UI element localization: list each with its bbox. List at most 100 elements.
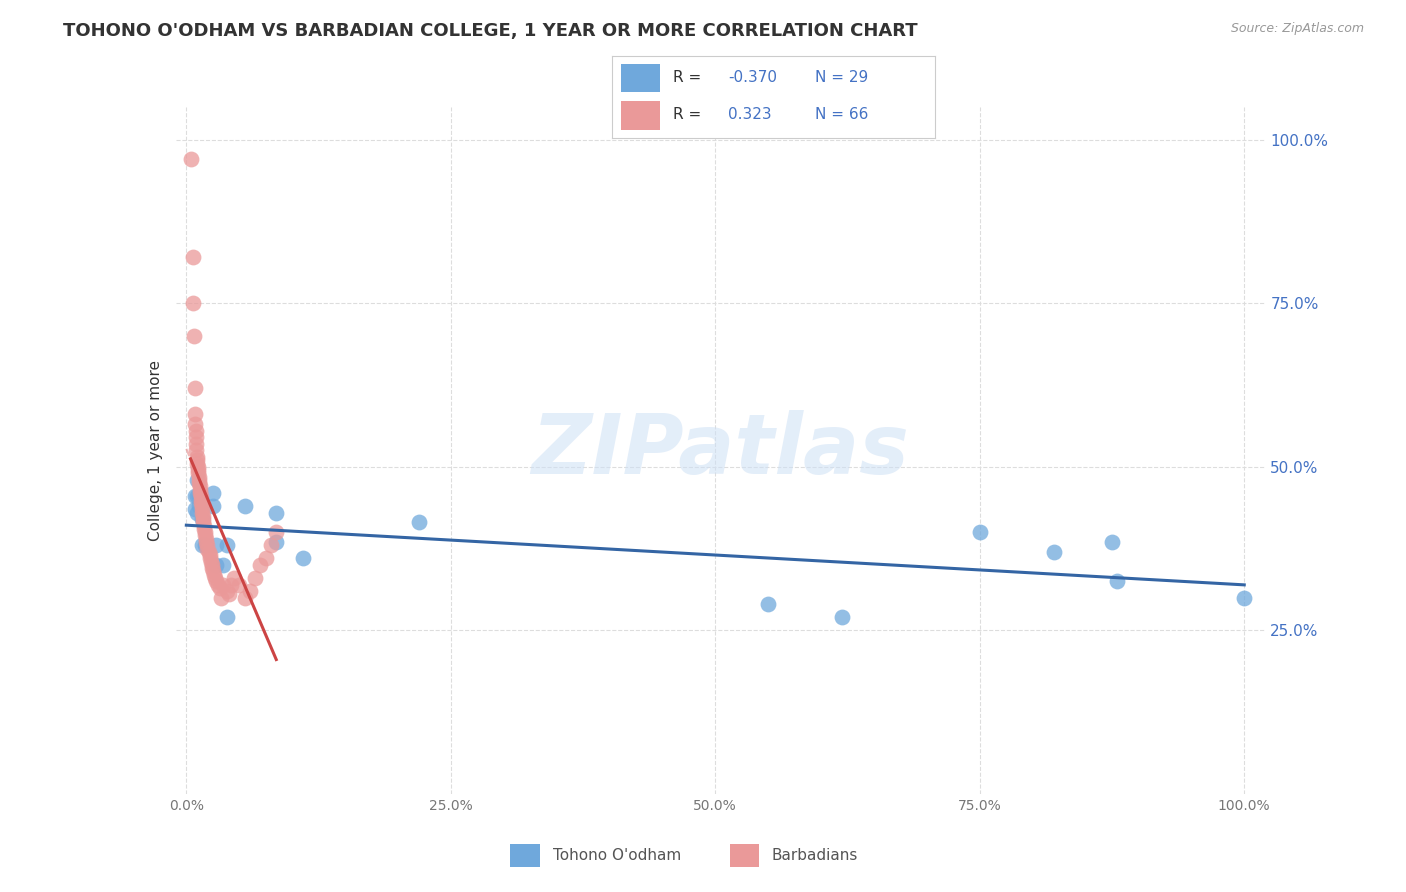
- Point: [191, 499, 214, 513]
- Point: [193, 522, 215, 536]
- Point: [184, 417, 207, 432]
- Point: [249, 558, 271, 572]
- Point: [212, 577, 235, 591]
- Point: [188, 473, 211, 487]
- Point: [193, 512, 215, 526]
- Point: [756, 597, 779, 611]
- Point: [183, 329, 205, 343]
- FancyBboxPatch shape: [621, 102, 661, 130]
- Point: [184, 430, 207, 444]
- Text: ZIPatlas: ZIPatlas: [531, 410, 910, 491]
- Text: Barbadians: Barbadians: [772, 848, 858, 863]
- Point: [195, 535, 218, 549]
- Point: [200, 555, 222, 569]
- Point: [186, 473, 208, 487]
- Point: [201, 499, 224, 513]
- Point: [215, 584, 238, 599]
- Text: N = 66: N = 66: [815, 107, 869, 122]
- FancyBboxPatch shape: [510, 844, 540, 867]
- Point: [184, 424, 207, 438]
- Point: [190, 492, 212, 507]
- Point: [239, 584, 262, 599]
- Text: TOHONO O'ODHAM VS BARBADIAN COLLEGE, 1 YEAR OR MORE CORRELATION CHART: TOHONO O'ODHAM VS BARBADIAN COLLEGE, 1 Y…: [63, 22, 918, 40]
- Point: [233, 499, 256, 513]
- Point: [969, 525, 991, 540]
- Point: [184, 502, 207, 516]
- Point: [264, 535, 287, 549]
- Point: [186, 453, 208, 467]
- Point: [207, 577, 229, 591]
- Point: [215, 538, 238, 552]
- Point: [186, 489, 208, 503]
- Point: [188, 476, 211, 491]
- Text: R =: R =: [673, 70, 706, 86]
- Point: [408, 516, 430, 530]
- Point: [184, 443, 207, 458]
- Point: [193, 516, 215, 530]
- Point: [1233, 591, 1256, 605]
- Point: [194, 538, 217, 552]
- Text: R =: R =: [673, 107, 711, 122]
- Point: [201, 486, 224, 500]
- Point: [181, 296, 204, 310]
- Point: [187, 467, 209, 481]
- Point: [194, 525, 217, 540]
- Text: -0.370: -0.370: [728, 70, 778, 86]
- Point: [202, 567, 225, 582]
- Point: [190, 489, 212, 503]
- Point: [180, 153, 202, 167]
- Point: [186, 457, 208, 471]
- Point: [188, 486, 211, 500]
- Point: [264, 506, 287, 520]
- Point: [197, 541, 219, 556]
- Point: [209, 591, 232, 605]
- Point: [222, 571, 245, 585]
- Point: [188, 489, 211, 503]
- Point: [831, 610, 853, 624]
- Point: [201, 558, 224, 572]
- Point: [187, 463, 209, 477]
- Point: [205, 538, 228, 552]
- Point: [188, 483, 211, 497]
- Point: [188, 479, 211, 493]
- Point: [191, 506, 214, 520]
- Point: [184, 381, 207, 395]
- Point: [193, 518, 215, 533]
- Point: [1107, 574, 1129, 589]
- Point: [260, 538, 283, 552]
- Point: [264, 525, 287, 540]
- Point: [191, 502, 214, 516]
- Point: [184, 489, 207, 503]
- Point: [197, 545, 219, 559]
- Text: N = 29: N = 29: [815, 70, 869, 86]
- Point: [233, 591, 256, 605]
- Point: [205, 558, 228, 572]
- Point: [193, 508, 215, 523]
- Point: [254, 551, 277, 566]
- Point: [291, 551, 314, 566]
- Point: [186, 506, 208, 520]
- Point: [215, 610, 238, 624]
- Point: [212, 558, 235, 572]
- Point: [198, 548, 221, 562]
- Point: [205, 574, 228, 589]
- FancyBboxPatch shape: [621, 63, 661, 92]
- Point: [204, 571, 226, 585]
- Point: [191, 512, 214, 526]
- Point: [243, 571, 266, 585]
- Point: [190, 496, 212, 510]
- Point: [195, 532, 218, 546]
- Point: [201, 561, 224, 575]
- Point: [191, 538, 214, 552]
- Point: [218, 587, 240, 601]
- Point: [184, 437, 207, 451]
- Text: Source: ZipAtlas.com: Source: ZipAtlas.com: [1230, 22, 1364, 36]
- Point: [184, 408, 207, 422]
- Point: [1101, 535, 1123, 549]
- Point: [198, 551, 221, 566]
- Point: [187, 459, 209, 474]
- Point: [1043, 545, 1066, 559]
- Point: [188, 469, 211, 483]
- Point: [186, 450, 208, 464]
- Point: [197, 538, 219, 552]
